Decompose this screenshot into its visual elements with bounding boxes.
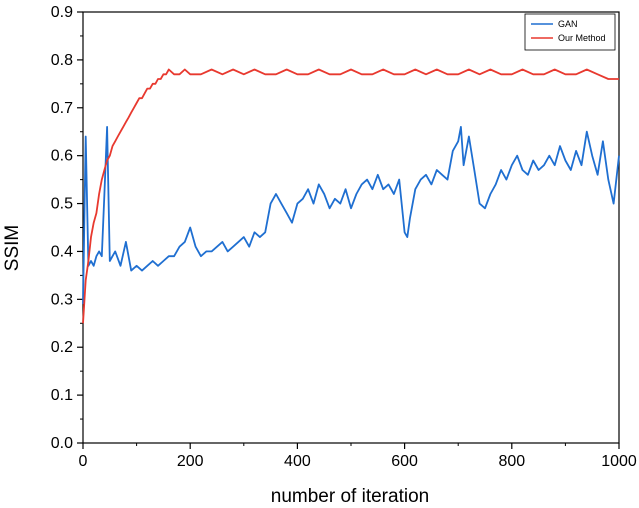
legend-label-our-method: Our Method bbox=[558, 33, 606, 43]
y-tick-label: 0.0 bbox=[51, 435, 73, 452]
legend-label-gan: GAN bbox=[558, 19, 578, 29]
legend-box bbox=[524, 13, 616, 51]
y-tick-label: 0.1 bbox=[51, 387, 73, 404]
x-tick-label: 1000 bbox=[601, 453, 637, 470]
x-tick-label: 400 bbox=[284, 453, 311, 470]
y-tick-label: 0.7 bbox=[51, 100, 73, 117]
y-tick-label: 0.2 bbox=[51, 339, 73, 356]
y-tick-label: 0.6 bbox=[51, 148, 73, 165]
x-tick-label: 200 bbox=[177, 453, 204, 470]
y-tick-label: 0.9 bbox=[51, 4, 73, 21]
series-layer bbox=[82, 68, 620, 324]
x-tick-label: 800 bbox=[498, 453, 525, 470]
y-tick-label: 0.5 bbox=[51, 196, 73, 213]
x-tick-label: 600 bbox=[391, 453, 418, 470]
x-tick-label: 0 bbox=[79, 453, 88, 470]
x-axis-title: number of iteration bbox=[271, 486, 429, 507]
y-axis-title: SSIM bbox=[2, 225, 23, 271]
y-tick-label: 0.4 bbox=[51, 243, 73, 260]
series-line-gan bbox=[82, 126, 620, 305]
y-tick-label: 0.3 bbox=[51, 291, 73, 308]
series-line-our-method bbox=[82, 68, 619, 324]
plot-area bbox=[82, 11, 620, 444]
plot-frame bbox=[82, 11, 620, 444]
legend: GAN Our Method bbox=[524, 13, 616, 51]
x-axis: 0 200 400 600 800 1000 bbox=[79, 443, 637, 470]
y-tick-label: 0.8 bbox=[51, 52, 73, 69]
y-axis: 0.0 0.1 0.2 0.3 0.4 0.5 0.6 0.7 0.8 0.9 bbox=[51, 4, 83, 452]
